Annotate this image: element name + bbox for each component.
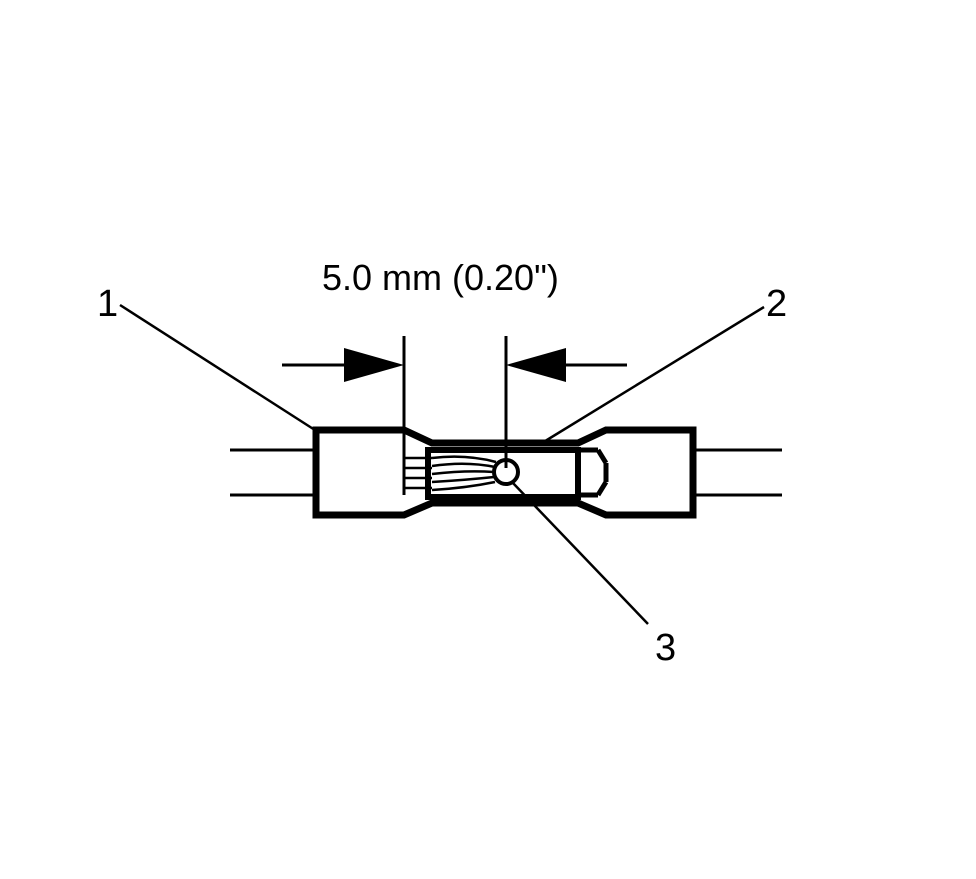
callout-label-2: 2 [766,283,787,325]
left-wire [230,448,318,497]
right-wire [692,448,782,497]
leader-line-1 [119,303,319,434]
callout-label-3: 3 [655,627,676,669]
splice-sleeve-body [312,426,697,519]
dimension-extension-lines [402,336,508,495]
leader-lines [119,303,765,625]
dimension-label: 5.0 mm (0.20") [322,257,559,298]
wire-strands [404,455,497,492]
leader-line-3 [511,481,649,625]
callout-label-1: 1 [97,283,118,325]
dimension-left-arrow [282,348,404,382]
right-wire-insert [578,447,609,498]
leader-line-2 [541,305,765,445]
crimp-barrel [425,447,581,500]
dimension-right-arrow [506,348,627,382]
